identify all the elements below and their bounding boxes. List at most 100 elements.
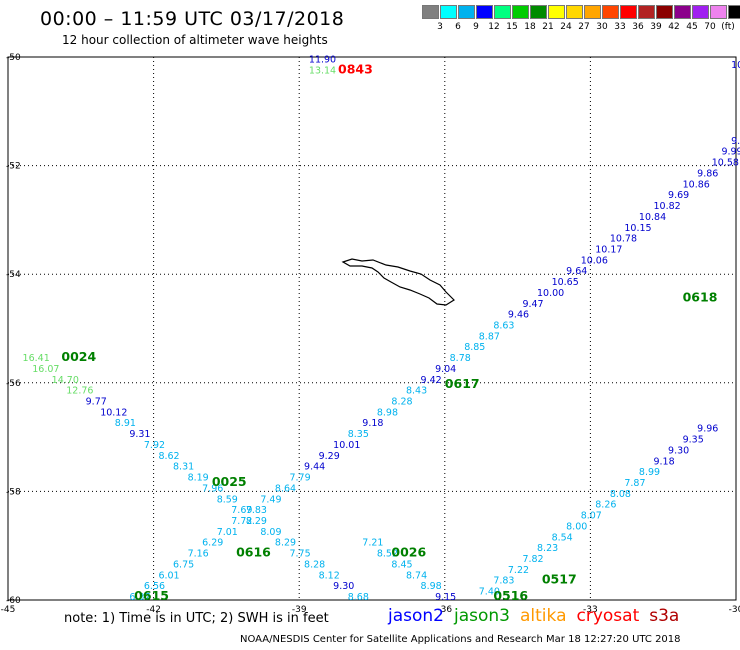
color-scale-cell — [620, 5, 637, 19]
wave-height-point: 9.64 — [566, 266, 587, 277]
wave-height-point: 8.63 — [493, 321, 514, 332]
color-scale-label: 36 — [632, 22, 644, 32]
wave-height-point: 7.01 — [217, 527, 238, 538]
wave-height-point: 10.65 — [552, 277, 579, 288]
legend-altika: altika — [520, 606, 567, 626]
color-scale-cell — [584, 5, 601, 19]
color-scale-cell — [656, 5, 673, 19]
wave-height-point: 10.00 — [537, 288, 564, 299]
wave-height-point: 7.69 — [231, 505, 252, 516]
x-tick-label: -42 — [146, 605, 161, 615]
wave-height-point: 8.98 — [377, 407, 398, 418]
wave-height-point: 8.43 — [406, 386, 427, 397]
wave-height-point: 9.30 — [333, 581, 354, 592]
wave-height-point: 10.82 — [653, 201, 680, 212]
y-tick-label: -56 — [6, 379, 21, 389]
wave-height-point: 7.83 — [246, 505, 267, 516]
color-scale-label: 30 — [596, 22, 608, 32]
wave-height-point: 10.17 — [595, 244, 622, 255]
wave-height-point: 8.09 — [260, 527, 281, 538]
footer-credit: NOAA/NESDIS Center for Satellite Applica… — [240, 634, 681, 645]
wave-height-point: 7.21 — [362, 538, 383, 549]
wave-height-point: 6.37 — [129, 592, 150, 603]
wave-height-point: 7.49 — [260, 494, 281, 505]
wave-height-point: 6.01 — [158, 570, 179, 581]
x-tick-label: -30 — [729, 605, 740, 615]
wave-height-point: 10.15 — [624, 223, 651, 234]
color-scale-label: 21 — [542, 22, 554, 32]
pass-time-label: 0025 — [212, 474, 247, 489]
wave-height-point: 8.87 — [479, 331, 500, 342]
wave-height-point: 10.01 — [333, 440, 360, 451]
wave-height-point: 8.99 — [639, 467, 660, 478]
wave-height-point: 9.31 — [129, 429, 150, 440]
x-tick-label: -33 — [583, 605, 598, 615]
plot-frame — [7, 56, 737, 601]
wave-height-point: 8.64 — [275, 483, 296, 494]
wave-height-point: 7.79 — [289, 473, 310, 484]
pass-time-label: 0617 — [445, 376, 480, 391]
color-scale-cell — [674, 5, 691, 19]
wave-height-point: 9.18 — [653, 456, 674, 467]
wave-height-point: 8.08 — [610, 489, 631, 500]
note-text: note: 1) Time is in UTC; 2) SWH is in fe… — [64, 611, 329, 626]
color-scale-label: 24 — [560, 22, 572, 32]
wave-height-point: 8.85 — [464, 342, 485, 353]
wave-height-point: 9.47 — [522, 299, 543, 310]
wave-height-point: 8.45 — [391, 559, 412, 570]
wave-height-point: 14.70 — [52, 375, 79, 386]
color-scale-label: 15 — [506, 22, 518, 32]
wave-height-point: 10.12 — [100, 407, 127, 418]
wave-height-point: 9.50 — [731, 136, 740, 147]
wave-height-point: 9.30 — [668, 445, 689, 456]
wave-height-point: 8.78 — [450, 353, 471, 364]
wave-height-point: 8.62 — [158, 451, 179, 462]
wave-height-point: 7.40 — [479, 587, 500, 598]
wave-height-point: 9.15 — [435, 592, 456, 603]
wave-height-point: 11.90 — [309, 54, 336, 65]
wave-height-point: 16.41 — [23, 353, 50, 364]
legend-jason2: jason2 — [388, 606, 444, 626]
wave-height-point: 8.59 — [217, 494, 238, 505]
wave-height-point: 9.29 — [319, 451, 340, 462]
x-tick-label: -45 — [1, 605, 16, 615]
wave-height-point: 9.86 — [697, 168, 718, 179]
satellite-legend: jason2 jason3 altika cryosat s3a — [388, 606, 689, 626]
wave-height-point: 9.18 — [362, 418, 383, 429]
color-scale-cell — [530, 5, 547, 19]
wave-height-point: 10.78 — [610, 234, 637, 245]
color-scale-cells — [422, 5, 740, 19]
wave-height-point: 6.75 — [173, 559, 194, 570]
color-scale-cell — [422, 5, 439, 19]
color-scale-cell — [494, 5, 511, 19]
wave-height-point: 9.44 — [304, 462, 325, 473]
color-scale-label: 3 — [437, 22, 443, 32]
wave-height-point: 12.76 — [66, 386, 93, 397]
wave-height-point: 8.28 — [391, 397, 412, 408]
wave-height-point: 9.99 — [721, 147, 740, 158]
pass-time-label: 0616 — [236, 545, 271, 560]
color-scale-cell — [728, 5, 740, 19]
wave-height-point: 8.19 — [188, 473, 209, 484]
pass-time-label: 0516 — [493, 588, 528, 603]
color-scale-label: 18 — [524, 22, 536, 32]
chart-title: 00:00 – 11:59 UTC 03/17/2018 — [40, 8, 345, 30]
color-scale-cell — [710, 5, 727, 19]
wave-height-point: 7.72 — [231, 516, 252, 527]
wave-height-point: 8.98 — [421, 581, 442, 592]
color-scale-label: 33 — [614, 22, 626, 32]
wave-height-point: 7.83 — [493, 576, 514, 587]
wave-height-point: 8.68 — [348, 592, 369, 603]
wave-height-point: 9.42 — [421, 375, 442, 386]
color-scale-label: (ft) — [721, 22, 735, 32]
color-scale-label: 27 — [578, 22, 590, 32]
wave-height-point: 8.00 — [566, 521, 587, 532]
chart-subtitle: 12 hour collection of altimeter wave hei… — [62, 33, 328, 47]
color-scale-cell — [458, 5, 475, 19]
wave-height-point: 10.58 — [712, 158, 739, 169]
wave-height-point: 8.74 — [406, 570, 427, 581]
wave-height-point: 9.04 — [435, 364, 456, 375]
wave-height-point: 10 — [731, 60, 740, 71]
color-scale-label: 45 — [686, 22, 698, 32]
